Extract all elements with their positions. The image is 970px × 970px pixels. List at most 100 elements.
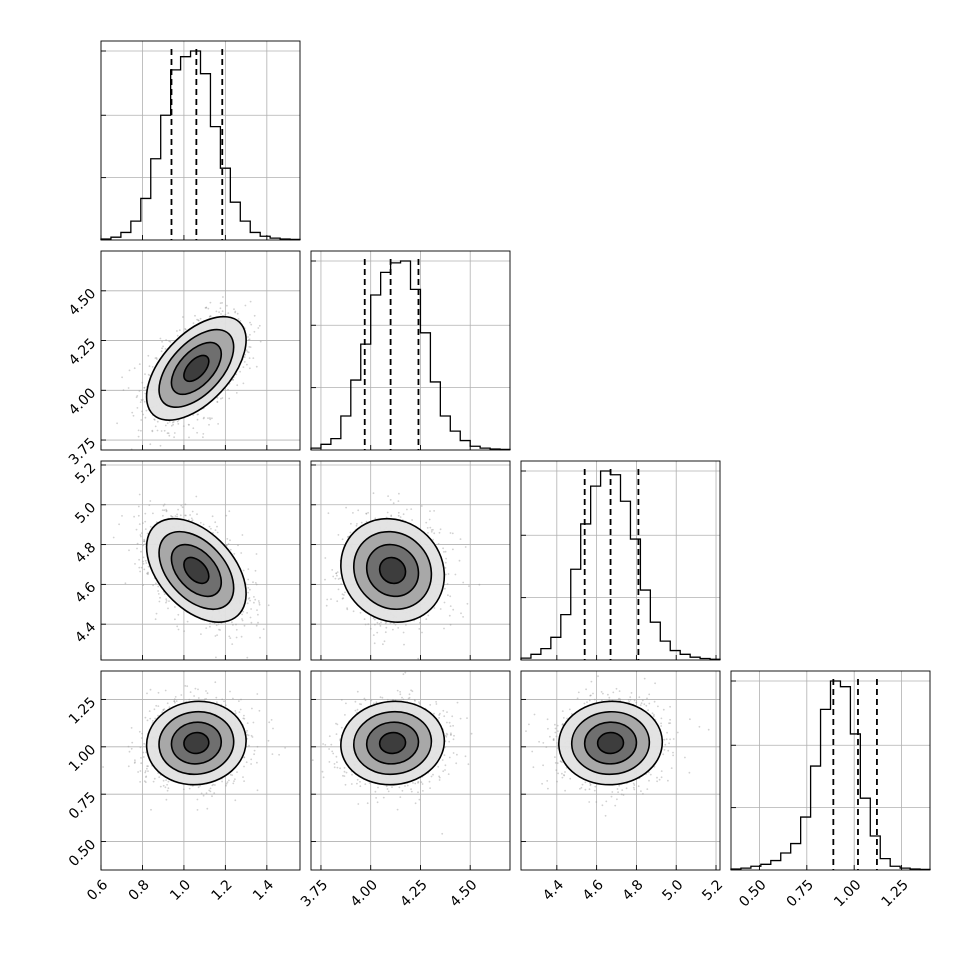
sample-point xyxy=(249,321,251,324)
sample-point xyxy=(121,515,123,517)
sample-point xyxy=(242,382,245,385)
sample-point xyxy=(249,616,252,619)
sample-point xyxy=(439,528,442,531)
sample-point xyxy=(190,517,193,520)
sample-point xyxy=(173,436,176,439)
sample-point xyxy=(204,307,207,309)
sample-point xyxy=(231,621,233,624)
sample-point xyxy=(140,419,143,421)
sample-point xyxy=(156,420,159,423)
sample-point xyxy=(143,540,146,542)
sample-point xyxy=(155,582,157,585)
sample-point xyxy=(232,624,234,626)
sample-point xyxy=(433,532,436,535)
sample-point xyxy=(262,628,265,630)
sample-point xyxy=(193,695,196,697)
sample-point xyxy=(176,513,179,516)
sample-point xyxy=(271,753,274,755)
sample-point xyxy=(150,808,152,811)
sample-point xyxy=(166,789,169,792)
sample-point xyxy=(162,504,165,507)
sample-point xyxy=(168,420,171,423)
sample-point xyxy=(207,417,209,419)
sample-point xyxy=(133,515,136,518)
sample-point xyxy=(149,443,152,446)
sample-point xyxy=(443,627,445,630)
sample-point xyxy=(350,522,352,525)
sample-point xyxy=(139,401,142,403)
hist-panel-3 xyxy=(730,670,931,871)
sample-point xyxy=(187,423,190,426)
sample-point xyxy=(239,370,242,373)
sample-point xyxy=(176,334,179,337)
sample-point xyxy=(142,560,145,563)
sample-point xyxy=(248,338,251,341)
sample-point xyxy=(337,578,340,580)
sample-point xyxy=(432,538,434,541)
sample-point xyxy=(197,697,200,699)
sample-point xyxy=(147,373,150,376)
sample-point xyxy=(215,696,218,699)
sample-point xyxy=(205,306,208,309)
sample-point xyxy=(141,398,144,401)
panel-frame xyxy=(100,460,301,661)
density-fill xyxy=(379,557,406,584)
sample-point xyxy=(186,685,189,688)
sample-point xyxy=(188,698,191,701)
sample-point xyxy=(258,603,261,606)
sample-point xyxy=(336,600,339,603)
sample-point xyxy=(443,551,445,553)
sample-point xyxy=(243,361,246,363)
sample-point xyxy=(355,524,358,527)
sample-point xyxy=(438,531,441,534)
contour-line xyxy=(158,328,235,409)
sample-point xyxy=(253,753,256,756)
sample-point xyxy=(144,512,147,515)
sample-point xyxy=(194,314,196,317)
sample-point xyxy=(246,656,249,659)
sample-point xyxy=(242,569,245,572)
sample-point xyxy=(421,631,423,634)
sample-point xyxy=(137,514,140,517)
sample-point xyxy=(367,511,369,514)
sample-point xyxy=(327,512,330,515)
sample-point xyxy=(177,613,180,616)
sample-point xyxy=(138,730,141,733)
sample-point xyxy=(257,621,259,624)
sample-point xyxy=(165,510,168,513)
sample-point xyxy=(215,656,217,659)
sample-point xyxy=(174,606,176,608)
sample-point xyxy=(116,422,118,425)
sample-point xyxy=(237,318,240,320)
sample-point xyxy=(143,386,146,389)
contour-line xyxy=(183,354,210,383)
sample-point xyxy=(402,631,405,634)
sample-point xyxy=(352,512,354,514)
sample-point xyxy=(209,315,212,317)
sample-point xyxy=(152,584,155,587)
sample-point xyxy=(225,544,228,547)
sample-point xyxy=(250,608,253,610)
sample-point xyxy=(224,313,227,316)
sample-point xyxy=(173,700,176,702)
scatter-panel-0-3 xyxy=(100,670,301,871)
scatter-panel-1-2 xyxy=(310,460,511,661)
sample-point xyxy=(165,508,168,511)
sample-point xyxy=(235,373,238,376)
sample-point xyxy=(253,601,255,604)
sample-point xyxy=(167,607,169,610)
sample-point xyxy=(165,598,168,600)
sample-point xyxy=(234,310,237,313)
sample-point xyxy=(196,418,199,421)
sample-point xyxy=(183,630,186,632)
sample-point xyxy=(221,397,224,399)
sample-point xyxy=(192,322,195,324)
sample-point xyxy=(205,306,208,309)
sample-point xyxy=(418,628,421,630)
sample-point xyxy=(209,625,211,628)
sample-point xyxy=(372,617,375,620)
sample-point xyxy=(146,719,149,722)
sample-point xyxy=(149,525,152,528)
sample-point xyxy=(247,336,249,338)
